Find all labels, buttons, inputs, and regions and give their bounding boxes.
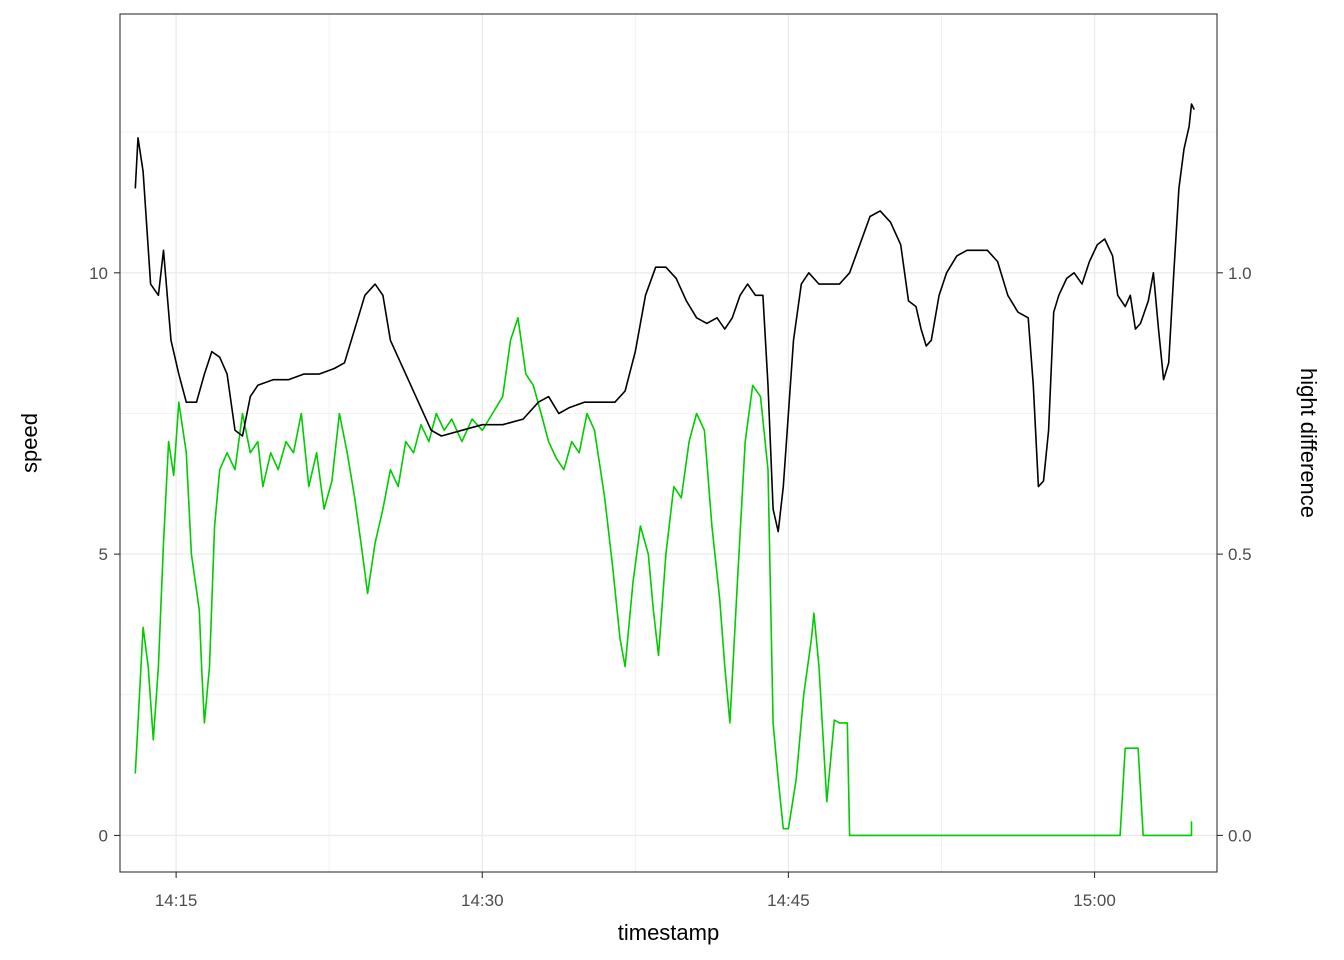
y2-tick-label: 1.0 [1228,264,1252,283]
ticks-layer: 14:15 14:30 14:45 15:00 0 5 10 0.0 0.5 1.0 [89,264,1252,910]
x-tick-label: 14:45 [767,891,810,910]
x-tick-label: 14:15 [155,891,198,910]
x-axis-title: timestamp [618,920,719,945]
y-tick-label: 0 [99,826,108,845]
y-axis-title: speed [17,413,42,473]
grid-minor [120,14,1217,872]
y-tick-label: 5 [99,545,108,564]
series-line-speed [134,316,1193,837]
series-line-hight-difference [134,103,1195,533]
x-tick-label: 14:30 [461,891,504,910]
y2-tick-label: 0.0 [1228,826,1252,845]
x-tick-label: 15:00 [1073,891,1116,910]
panel-border [119,13,1218,873]
series-layer [134,103,1195,837]
y-tick-label: 10 [89,264,108,283]
y2-tick-label: 0.5 [1228,545,1252,564]
y2-axis-title: hight difference [1296,368,1321,518]
